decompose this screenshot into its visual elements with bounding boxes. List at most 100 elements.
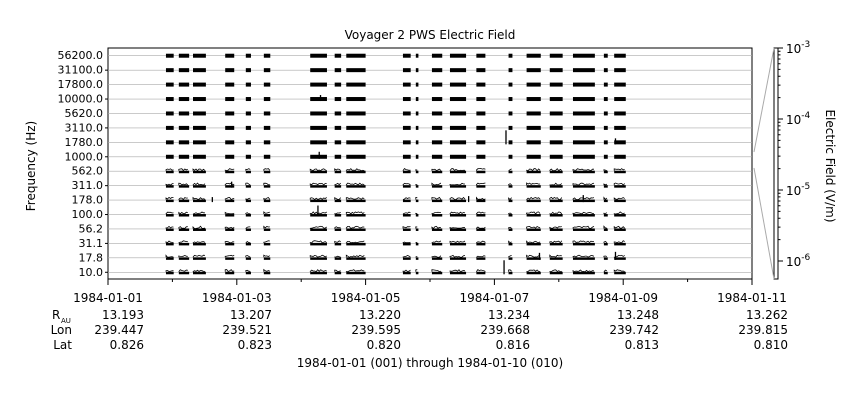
data-trace	[508, 183, 512, 186]
data-segment	[346, 271, 366, 275]
data-segment	[193, 214, 206, 217]
data-trace	[415, 241, 418, 244]
data-trace	[334, 255, 341, 258]
data-segment	[165, 228, 174, 231]
data-segment	[310, 257, 327, 260]
data-trace	[572, 182, 595, 186]
data-segment	[193, 111, 206, 116]
data-segment	[572, 125, 595, 130]
data-segment	[334, 125, 342, 130]
data-segment	[614, 140, 626, 145]
data-trace	[309, 240, 327, 244]
data-trace	[508, 269, 512, 272]
data-segment	[508, 185, 513, 188]
y-axis-label: Frequency (Hz)	[24, 121, 38, 212]
data-segment	[402, 271, 411, 275]
data-trace	[178, 226, 188, 229]
data-segment	[402, 140, 411, 145]
data-trace	[178, 182, 189, 186]
data-trace	[603, 183, 608, 186]
data-segment	[449, 68, 467, 73]
data-trace	[613, 225, 625, 229]
data-segment	[263, 214, 271, 217]
data-segment	[310, 170, 327, 174]
data-trace	[549, 211, 563, 215]
colorbar-tick-exponent: -6	[801, 253, 810, 263]
data-trace	[263, 240, 270, 243]
data-segment	[415, 170, 419, 174]
data-trace	[508, 240, 512, 244]
data-segment	[193, 170, 206, 174]
data-segment	[225, 185, 235, 188]
data-segment	[526, 53, 541, 58]
y-tick-label: 56.2	[79, 222, 104, 235]
data-trace	[224, 168, 235, 171]
data-segment	[193, 199, 206, 203]
data-segment	[603, 140, 608, 145]
data-trace	[402, 241, 411, 244]
data-segment	[402, 257, 411, 260]
data-segment	[245, 170, 251, 174]
data-segment	[165, 125, 174, 130]
data-segment	[225, 140, 235, 145]
data-segment	[614, 111, 626, 116]
data-segment	[165, 140, 174, 145]
data-segment	[346, 214, 366, 217]
data-trace	[192, 254, 206, 258]
data-segment	[402, 185, 411, 188]
data-segment	[165, 185, 174, 188]
data-segment	[263, 154, 271, 159]
data-segment	[508, 170, 513, 174]
data-segment	[334, 214, 342, 217]
data-trace	[572, 168, 594, 172]
data-segment	[526, 125, 541, 130]
data-segment	[572, 170, 595, 174]
data-segment	[614, 185, 626, 188]
data-segment	[603, 68, 608, 73]
data-trace	[449, 226, 466, 229]
data-trace	[431, 269, 442, 273]
x-tick-label: 1984-01-03	[202, 291, 272, 305]
data-trace	[449, 254, 466, 258]
data-segment	[526, 111, 541, 116]
data-segment	[225, 97, 235, 102]
data-segment	[334, 242, 342, 246]
data-segment	[310, 111, 327, 116]
data-segment	[549, 82, 563, 87]
data-trace	[178, 197, 188, 201]
data-trace	[476, 211, 486, 215]
ephem-value-r: 13.193	[102, 308, 144, 322]
data-segment	[225, 53, 235, 58]
data-segment	[508, 68, 513, 73]
data-segment	[526, 214, 541, 217]
data-trace	[549, 269, 562, 273]
colorbar-label: Electric Field (V/m)	[823, 109, 837, 222]
data-trace	[334, 168, 341, 171]
data-trace	[476, 240, 486, 244]
ephem-value-lat: 0.810	[754, 338, 788, 352]
data-segment	[415, 68, 419, 73]
data-segment	[603, 271, 608, 275]
data-segment	[603, 199, 608, 203]
data-trace	[549, 226, 562, 229]
data-segment	[476, 82, 486, 87]
data-trace	[449, 211, 466, 215]
data-segment	[346, 257, 366, 260]
data-trace	[603, 212, 608, 214]
data-segment	[225, 199, 235, 203]
data-segment	[614, 199, 626, 203]
data-trace	[613, 269, 625, 272]
data-segment	[508, 125, 513, 130]
data-segment	[614, 53, 626, 58]
data-segment	[346, 199, 366, 203]
data-segment	[310, 97, 327, 102]
data-segment	[614, 271, 626, 275]
data-segment	[165, 111, 174, 116]
data-segment	[310, 125, 327, 130]
data-segment	[449, 242, 467, 246]
data-segment	[449, 271, 467, 275]
data-trace	[613, 254, 625, 258]
data-segment	[310, 82, 327, 87]
data-segment	[431, 242, 443, 246]
x-tick-label: 1984-01-07	[460, 291, 530, 305]
